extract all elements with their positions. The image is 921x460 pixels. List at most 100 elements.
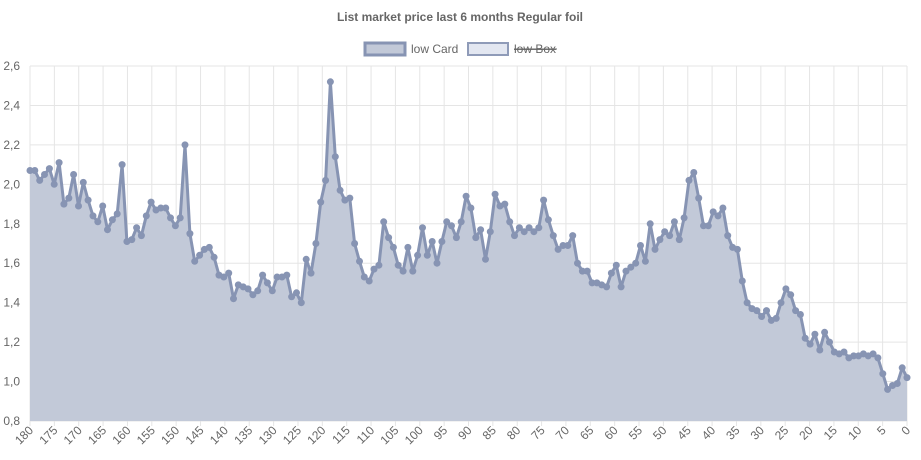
data-point[interactable]	[157, 204, 165, 212]
data-point[interactable]	[530, 228, 538, 236]
data-point[interactable]	[578, 267, 586, 275]
data-point[interactable]	[380, 218, 388, 226]
data-point[interactable]	[554, 245, 562, 253]
data-point[interactable]	[646, 220, 654, 228]
data-point[interactable]	[419, 224, 426, 232]
data-point[interactable]	[254, 287, 262, 295]
data-point[interactable]	[782, 285, 790, 293]
data-point[interactable]	[603, 283, 611, 291]
data-point[interactable]	[317, 198, 325, 206]
data-point[interactable]	[869, 350, 877, 358]
data-point[interactable]	[336, 186, 344, 194]
data-point[interactable]	[293, 289, 300, 297]
data-point[interactable]	[389, 243, 397, 251]
data-point[interactable]	[65, 194, 73, 202]
data-point[interactable]	[326, 78, 334, 86]
data-point[interactable]	[36, 176, 44, 184]
data-point[interactable]	[443, 218, 451, 226]
data-point[interactable]	[404, 243, 412, 251]
data-point[interactable]	[874, 354, 882, 362]
data-point[interactable]	[171, 222, 179, 230]
data-point[interactable]	[312, 240, 320, 247]
data-point[interactable]	[423, 251, 431, 259]
data-point[interactable]	[249, 291, 257, 299]
data-point[interactable]	[60, 200, 68, 208]
data-point[interactable]	[695, 194, 703, 202]
data-point[interactable]	[733, 245, 741, 253]
data-point[interactable]	[307, 269, 315, 277]
data-point[interactable]	[743, 299, 751, 307]
data-point[interactable]	[118, 161, 126, 169]
data-point[interactable]	[520, 228, 528, 236]
data-point[interactable]	[482, 255, 489, 263]
data-point[interactable]	[738, 277, 746, 285]
data-point[interactable]	[661, 228, 669, 236]
data-point[interactable]	[753, 307, 761, 315]
data-point[interactable]	[162, 204, 170, 212]
data-point[interactable]	[385, 234, 393, 242]
data-point[interactable]	[26, 167, 34, 174]
data-point[interactable]	[898, 364, 906, 372]
data-point[interactable]	[133, 224, 141, 232]
data-point[interactable]	[448, 222, 455, 230]
data-point[interactable]	[288, 293, 296, 301]
data-point[interactable]	[758, 313, 766, 320]
data-point[interactable]	[220, 273, 228, 281]
data-point[interactable]	[525, 224, 533, 232]
data-point[interactable]	[559, 242, 567, 249]
data-point[interactable]	[627, 263, 635, 271]
data-point[interactable]	[230, 295, 237, 303]
legend-label-low-card[interactable]: low Card	[411, 42, 458, 56]
data-point[interactable]	[94, 218, 102, 226]
data-point[interactable]	[99, 202, 107, 210]
data-point[interactable]	[55, 159, 63, 167]
data-point[interactable]	[564, 242, 572, 249]
data-point[interactable]	[394, 261, 402, 269]
data-point[interactable]	[263, 279, 271, 287]
data-point[interactable]	[409, 267, 417, 275]
data-point[interactable]	[142, 212, 150, 220]
data-point[interactable]	[104, 226, 111, 234]
data-point[interactable]	[259, 271, 267, 279]
data-point[interactable]	[704, 222, 712, 230]
data-point[interactable]	[549, 232, 557, 240]
data-point[interactable]	[356, 257, 363, 265]
data-point[interactable]	[641, 257, 649, 265]
data-point[interactable]	[186, 230, 194, 238]
data-point[interactable]	[89, 212, 97, 220]
data-point[interactable]	[850, 352, 858, 360]
data-point[interactable]	[588, 279, 596, 287]
data-point[interactable]	[433, 259, 441, 267]
data-point[interactable]	[375, 261, 383, 269]
data-point[interactable]	[826, 338, 833, 346]
data-point[interactable]	[792, 307, 800, 315]
data-point[interactable]	[515, 224, 523, 232]
data-point[interactable]	[884, 385, 892, 393]
data-point[interactable]	[821, 328, 829, 336]
data-point[interactable]	[283, 271, 291, 279]
data-point[interactable]	[879, 370, 887, 378]
data-point[interactable]	[816, 346, 824, 354]
data-point[interactable]	[777, 299, 785, 307]
data-point[interactable]	[45, 165, 53, 173]
data-point[interactable]	[113, 210, 121, 218]
data-point[interactable]	[569, 232, 577, 240]
data-point[interactable]	[128, 236, 136, 244]
data-point[interactable]	[811, 330, 819, 338]
data-point[interactable]	[147, 198, 155, 206]
data-point[interactable]	[360, 273, 368, 281]
data-point[interactable]	[244, 285, 252, 293]
data-point[interactable]	[486, 228, 494, 236]
data-point[interactable]	[273, 273, 281, 281]
data-point[interactable]	[763, 307, 770, 315]
data-point[interactable]	[685, 176, 693, 184]
data-point[interactable]	[225, 269, 233, 277]
data-point[interactable]	[617, 283, 625, 291]
data-point[interactable]	[346, 194, 354, 202]
data-point[interactable]	[70, 171, 78, 178]
data-point[interactable]	[903, 374, 911, 382]
data-point[interactable]	[457, 218, 465, 226]
data-point[interactable]	[801, 334, 809, 342]
data-point[interactable]	[167, 214, 174, 222]
data-point[interactable]	[322, 176, 330, 184]
